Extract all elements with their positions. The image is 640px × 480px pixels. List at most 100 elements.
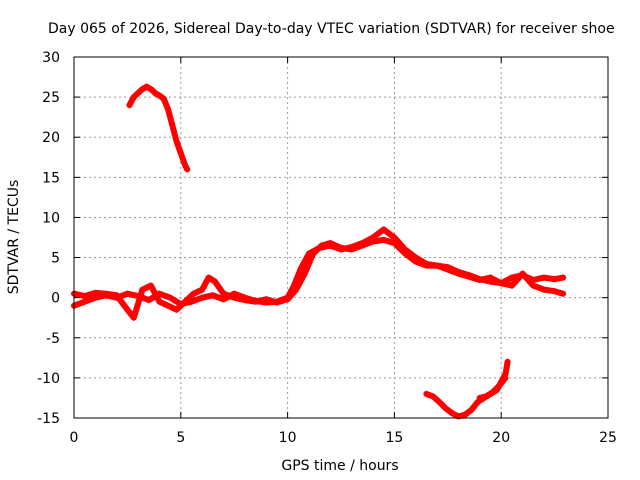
- data-point: [199, 286, 206, 293]
- data-point: [429, 393, 436, 400]
- data-point: [241, 297, 248, 304]
- data-point: [124, 306, 131, 313]
- data-point: [152, 90, 159, 97]
- data-point: [423, 262, 430, 269]
- data-point: [530, 282, 537, 289]
- data-point: [173, 138, 180, 145]
- data-point: [444, 266, 451, 273]
- data-point: [412, 258, 419, 265]
- data-point: [130, 94, 137, 101]
- data-point: [147, 86, 154, 93]
- series-track-c: [126, 83, 191, 173]
- data-point: [156, 92, 163, 99]
- grid-lines: [74, 57, 608, 418]
- data-point: [190, 290, 197, 297]
- data-point: [184, 166, 191, 173]
- data-point: [81, 298, 88, 305]
- x-tick-label: 20: [492, 430, 510, 446]
- data-point: [252, 298, 259, 305]
- data-point: [293, 286, 300, 293]
- data-point: [442, 405, 449, 412]
- data-point: [519, 270, 526, 277]
- data-point: [199, 294, 206, 301]
- data-point: [502, 374, 509, 381]
- data-point: [182, 162, 189, 169]
- data-point: [551, 288, 558, 295]
- data-point: [205, 274, 212, 281]
- data-point: [370, 238, 377, 245]
- data-point: [318, 242, 325, 249]
- data-point: [449, 410, 456, 417]
- data-point: [508, 274, 515, 281]
- data-point: [147, 282, 154, 289]
- y-tick-label: 30: [42, 50, 60, 66]
- data-point: [498, 280, 505, 287]
- y-tick-label: 20: [42, 130, 60, 146]
- data-point: [284, 296, 291, 303]
- data-point: [423, 390, 430, 397]
- data-point: [164, 106, 171, 113]
- data-point: [338, 244, 344, 251]
- data-point: [156, 298, 163, 305]
- y-tick-label: 15: [42, 170, 60, 186]
- data-point: [359, 242, 366, 249]
- series-track-b: [71, 236, 567, 321]
- data-point: [220, 290, 227, 297]
- data-point: [301, 270, 308, 277]
- data-point: [348, 246, 355, 253]
- x-tick-label: 25: [599, 430, 617, 446]
- data-point: [476, 277, 483, 284]
- y-tick-label: 25: [42, 90, 60, 106]
- data-point: [504, 358, 511, 365]
- data-point: [551, 276, 558, 283]
- data-point: [164, 302, 171, 309]
- data-point: [167, 294, 174, 301]
- data-point: [455, 270, 462, 277]
- data-point: [81, 293, 88, 300]
- data-point: [380, 236, 387, 243]
- x-axis-title: GPS time / hours: [281, 458, 398, 474]
- data-point: [209, 292, 216, 299]
- data-point: [508, 282, 515, 289]
- data-point: [436, 398, 443, 405]
- data-point: [468, 406, 475, 413]
- data-point: [130, 314, 137, 321]
- data-point: [211, 278, 218, 285]
- data-point: [177, 150, 184, 157]
- data-point: [135, 90, 142, 97]
- data-point: [327, 240, 334, 247]
- data-point: [310, 250, 317, 257]
- data-point: [540, 274, 547, 281]
- data-point: [145, 297, 152, 304]
- data-point: [434, 262, 441, 269]
- data-point: [126, 102, 133, 109]
- axis-ticks: 0 5 10 15 20 25 -15 -10 -5 0 5 10 15 20 25 30: [37, 50, 617, 446]
- data-point: [220, 296, 227, 303]
- data-point: [124, 290, 131, 297]
- data-point: [489, 389, 496, 396]
- data-point: [139, 286, 146, 293]
- x-tick-label: 15: [385, 430, 403, 446]
- data-point: [402, 250, 409, 257]
- x-tick-label: 0: [70, 430, 79, 446]
- data-point: [92, 289, 99, 296]
- data-point: [173, 306, 180, 313]
- data-point: [560, 290, 567, 297]
- y-axis-title: SDTVAR / TECUs: [6, 180, 22, 295]
- data-point: [461, 411, 468, 418]
- y-tick-label: 0: [51, 291, 60, 307]
- data-point: [540, 286, 547, 293]
- data-point: [496, 382, 503, 389]
- data-point: [139, 86, 146, 93]
- data-point: [466, 273, 473, 280]
- data-point: [297, 266, 304, 273]
- data-point: [169, 122, 176, 129]
- data-point: [143, 83, 150, 90]
- y-tick-label: -5: [46, 331, 60, 347]
- data-point: [380, 226, 387, 233]
- x-tick-label: 10: [279, 430, 297, 446]
- plot-frame: [73, 56, 609, 419]
- y-tick-label: 10: [42, 210, 60, 226]
